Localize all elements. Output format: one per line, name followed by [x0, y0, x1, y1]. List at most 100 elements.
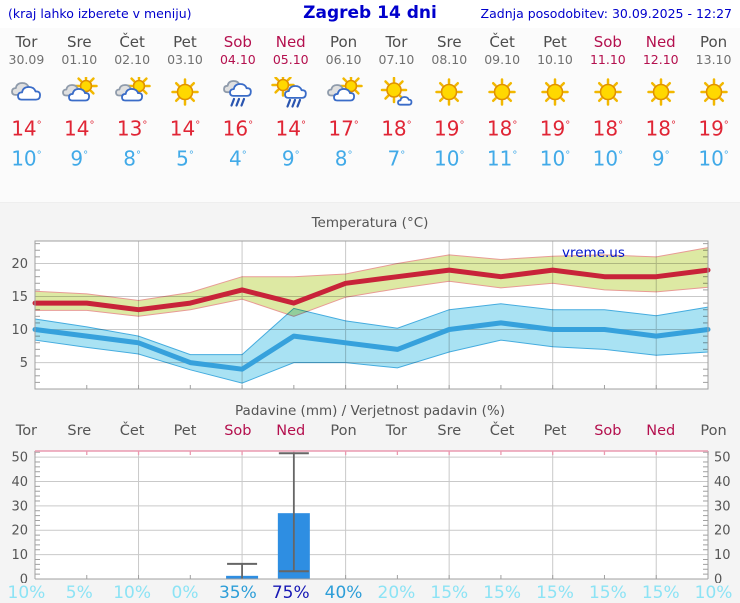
- low-temp: 8°: [334, 146, 353, 171]
- day-name: Tor: [385, 33, 408, 51]
- precip-day-label: Tor: [385, 423, 408, 439]
- day-name: Pon: [329, 33, 358, 51]
- high-temps: 14° 14° 13° 14° 16° 14° 17° 18° 19° 18° 19° 18° 18° 1…: [0, 112, 740, 142]
- day-date: 11.10: [589, 52, 626, 67]
- precip-day-label: Pet: [173, 423, 197, 439]
- svg-text:0: 0: [20, 573, 28, 584]
- sun-rain-icon: [264, 74, 317, 112]
- low-temp: 11°: [486, 146, 518, 171]
- day-name: Pet: [543, 33, 567, 51]
- high-temp: 18°: [486, 116, 518, 141]
- last-updated: Zadnja posodobitev: 30.09.2025 - 12:27: [480, 6, 732, 21]
- day-header: Pet 10.10: [529, 33, 582, 74]
- svg-text:50: 50: [714, 451, 731, 466]
- precip-day-label: Pet: [543, 423, 567, 439]
- sun-icon: [159, 74, 212, 112]
- high-temp: 18°: [381, 116, 412, 141]
- precip-probability: 15%: [430, 583, 469, 603]
- high-temp: 18°: [645, 116, 676, 141]
- svg-text:20: 20: [11, 257, 28, 272]
- sun-cloud-icon: [317, 74, 370, 112]
- menu-note: (kraj lahko izberete v meniju): [8, 6, 192, 21]
- day-date: 10.10: [537, 52, 573, 67]
- day-date: 07.10: [378, 52, 415, 67]
- day-name: Pet: [173, 33, 197, 51]
- day-header: Sob 04.10: [211, 33, 264, 74]
- day-header: Čet 02.10: [106, 33, 159, 74]
- high-temp: 17°: [328, 116, 359, 141]
- precip-day-label: Čet: [489, 423, 515, 439]
- day-name: Tor: [15, 33, 38, 51]
- precip-probability: 75%: [271, 583, 310, 603]
- day-date: 05.10: [272, 52, 309, 67]
- high-temp: 14°: [64, 116, 95, 141]
- day-icons: [0, 74, 740, 112]
- precip-day-label: Čet: [119, 423, 145, 439]
- cloudy-icon: [0, 74, 53, 112]
- day-header: Sob 11.10: [581, 33, 634, 74]
- day-header: Tor 07.10: [370, 33, 423, 74]
- precip-probability: 20%: [377, 583, 416, 603]
- low-temp: 5°: [176, 146, 194, 171]
- svg-text:40: 40: [714, 475, 731, 490]
- precip-day-label: Sob: [224, 423, 252, 439]
- sun-icon: [476, 74, 529, 112]
- sun-icon: [529, 74, 582, 112]
- low-temp: 8°: [123, 146, 141, 171]
- precip-probability: 5%: [65, 583, 93, 603]
- day-date: 02.10: [114, 52, 151, 67]
- low-temp: 10°: [11, 146, 42, 171]
- day-header: Ned 05.10: [264, 33, 317, 74]
- day-name: Čet: [489, 33, 515, 51]
- precip-probability: 10%: [7, 583, 46, 603]
- precip-probability: 15%: [588, 583, 627, 603]
- sun-icon: [687, 74, 740, 112]
- precip-chart-title: Padavine (mm) / Verjetnost padavin (%): [235, 403, 505, 419]
- header: (kraj lahko izberete v meniju) Zagreb 14…: [0, 0, 740, 28]
- precip-probability: 10%: [113, 583, 152, 603]
- svg-text:0: 0: [714, 573, 722, 584]
- precip-day-label: Pon: [330, 423, 357, 439]
- svg-text:10: 10: [11, 548, 28, 563]
- low-temp: 4°: [228, 146, 247, 171]
- page-title: Zagreb 14 dni: [303, 3, 437, 23]
- svg-text:10: 10: [714, 548, 731, 563]
- precip-probability: 0%: [171, 583, 199, 603]
- svg-text:30: 30: [714, 499, 731, 514]
- day-date: 08.10: [431, 52, 468, 67]
- svg-text:20: 20: [714, 524, 731, 539]
- day-header: Pet 03.10: [159, 33, 212, 74]
- high-temp: 14°: [11, 116, 42, 141]
- high-temp: 19°: [698, 116, 729, 141]
- charts-section: Temperatura (°C) 5 10 15 20 vreme.us Padavin…: [0, 203, 740, 603]
- high-temp: 16°: [222, 116, 254, 141]
- low-temp: 9°: [281, 146, 300, 171]
- sun-cloud-icon: [106, 74, 159, 112]
- day-date: 06.10: [325, 52, 362, 67]
- low-temps: 10° 9° 8° 5° 4° 9° 8° 7° 10° 11° 10° 10° 9° 10°: [0, 142, 740, 172]
- high-temp: 14°: [275, 116, 306, 141]
- svg-text:5: 5: [20, 356, 28, 371]
- sun-icon: [423, 74, 476, 112]
- svg-text:40: 40: [11, 475, 28, 490]
- precip-probability: 15%: [536, 583, 574, 603]
- day-name: Čet: [119, 33, 145, 51]
- high-temp: 19°: [434, 116, 465, 141]
- day-date: 09.10: [484, 52, 521, 67]
- day-header: Ned 12.10: [634, 33, 687, 74]
- precip-probability: 10%: [694, 583, 733, 603]
- forecast-block: (kraj lahko izberete v meniju) Zagreb 14…: [0, 0, 740, 203]
- low-temp: 9°: [651, 146, 670, 171]
- day-date: 04.10: [219, 52, 256, 67]
- day-name: Ned: [275, 33, 306, 51]
- precip-day-label: Sre: [67, 423, 92, 439]
- svg-text:20: 20: [11, 524, 28, 539]
- precip-day-label: Ned: [276, 423, 306, 439]
- precip-probability: 15%: [483, 583, 522, 603]
- low-temp: 10°: [539, 146, 571, 171]
- day-date: 03.10: [167, 52, 203, 67]
- precip-probabilities: 10% 5% 10% 0% 35% 75% 40% 20% 15% 15% 15% 15% 15% 10%: [0, 583, 740, 603]
- precip-day-label: Sob: [594, 423, 622, 439]
- day-name: Pon: [699, 33, 728, 51]
- watermark-link[interactable]: vreme.us: [562, 245, 625, 261]
